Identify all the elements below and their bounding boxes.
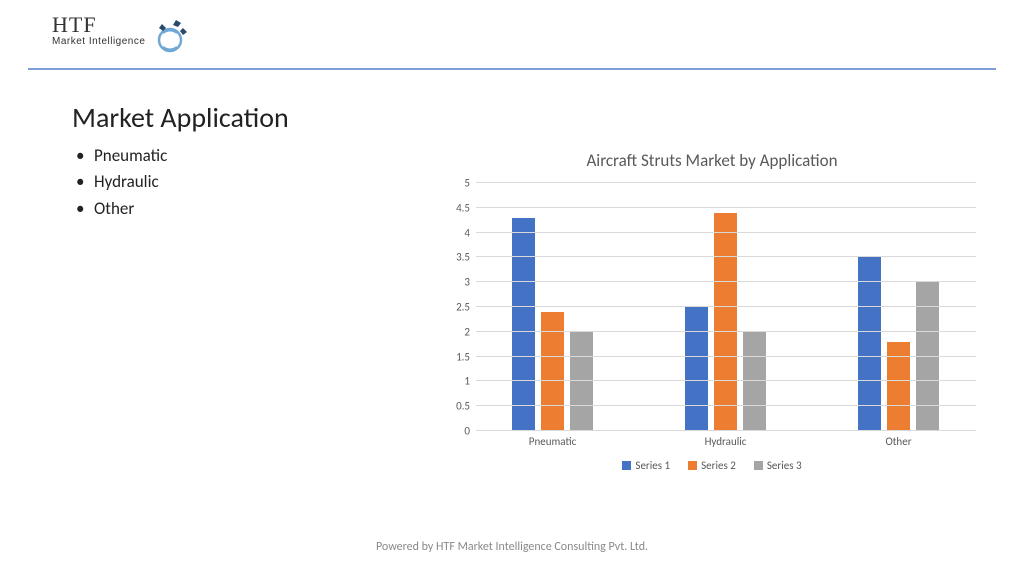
bars-layer [476,183,976,431]
section-title: Market Application [72,100,352,135]
legend-swatch [622,461,631,470]
legend-item: Series 1 [622,459,670,472]
plot-area: 00.511.522.533.544.55 [476,183,976,431]
header: HTF Market Intelligence [0,0,1024,70]
bar [512,218,535,431]
chart-title: Aircraft Struts Market by Application [442,150,982,171]
bar [541,312,564,431]
y-tick-label: 3.5 [456,251,470,264]
grid-line [476,405,976,406]
x-tick-label: Other [885,435,911,448]
bar [685,307,708,431]
legend-item: Series 2 [688,459,736,472]
list-item: Pneumatic [76,143,352,169]
chart-legend: Series 1 Series 2 Series 3 [442,459,982,472]
grid-line [476,232,976,233]
x-tick-label: Pneumatic [529,435,576,448]
bar [570,332,593,431]
list-item: Hydraulic [76,169,352,195]
chart: Aircraft Struts Market by Application 00… [442,150,982,472]
grid-line [476,182,976,183]
page: HTF Market Intelligence Market Applicati… [0,0,1024,576]
grid-line [476,331,976,332]
legend-swatch [688,461,697,470]
y-tick-label: 5 [464,177,470,190]
y-tick-label: 2.5 [456,301,470,314]
grid-line [476,380,976,381]
y-tick-label: 1.5 [456,350,470,363]
legend-item: Series 3 [754,459,802,472]
y-tick-label: 0.5 [456,400,470,413]
grid-line [476,356,976,357]
grid-line [476,281,976,282]
bar [714,213,737,431]
left-column: Market Application Pneumatic Hydraulic O… [72,100,352,222]
footer-text: Powered by HTF Market Intelligence Consu… [0,540,1024,554]
globe-people-icon [152,18,192,54]
y-tick-label: 1 [464,375,470,388]
logo-text: HTF [52,12,145,38]
y-tick-label: 4 [464,226,470,239]
y-tick-label: 2 [464,325,470,338]
y-tick-label: 0 [464,425,470,438]
list-item: Other [76,196,352,222]
y-tick-label: 4.5 [456,201,470,214]
legend-label: Series 3 [767,459,802,472]
x-tick-label: Hydraulic [705,435,747,448]
logo-subtext: Market Intelligence [52,36,145,47]
grid-line [476,256,976,257]
y-tick-label: 3 [464,276,470,289]
x-axis-labels: Pneumatic Hydraulic Other [476,431,976,453]
chart-plot: 00.511.522.533.544.55 Pneumatic Hydraulic… [442,183,982,453]
bullet-list: Pneumatic Hydraulic Other [72,143,352,222]
header-rule [28,68,996,70]
legend-swatch [754,461,763,470]
grid-line [476,207,976,208]
legend-label: Series 2 [701,459,736,472]
legend-label: Series 1 [635,459,670,472]
content: Market Application Pneumatic Hydraulic O… [72,100,984,526]
logo: HTF Market Intelligence [52,12,145,47]
bar [743,332,766,431]
grid-line [476,306,976,307]
